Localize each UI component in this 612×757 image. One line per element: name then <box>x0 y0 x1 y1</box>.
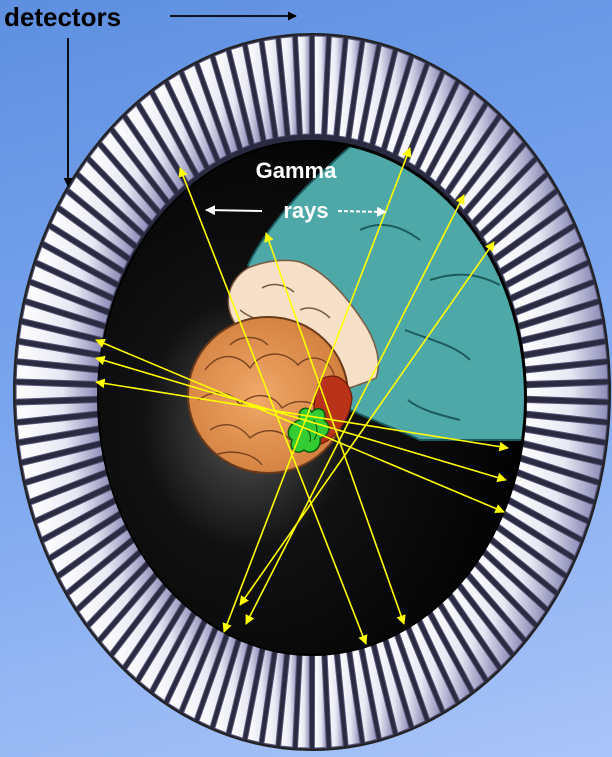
detector-segment <box>68 176 142 245</box>
detector-segment <box>519 303 603 339</box>
detector-segment <box>30 264 113 310</box>
detector-segment <box>326 36 344 136</box>
detector-segment <box>36 245 117 297</box>
detector-segment <box>374 50 410 149</box>
gamma-rays-label-line1: Gamma <box>256 158 337 183</box>
detector-segment <box>501 227 581 283</box>
detector-segment <box>296 35 311 135</box>
detector-segment <box>439 104 499 192</box>
detector-segment <box>474 160 546 233</box>
detector-segment <box>507 245 588 297</box>
gamma-rays-left-arrow <box>205 205 263 216</box>
detectors-label-group: detectors <box>4 2 297 187</box>
detectors-label: detectors <box>4 2 121 32</box>
detector-segment <box>89 145 158 222</box>
detector-segment <box>50 209 129 270</box>
detector-segment <box>280 36 298 136</box>
detector-segment <box>263 38 286 138</box>
gamma-rays-label-line2: rays <box>283 198 328 223</box>
detector-segment <box>167 73 216 167</box>
detector-segment <box>511 264 594 310</box>
gamma-rays-right-arrow <box>337 206 387 217</box>
detector-segment <box>100 130 167 211</box>
detector-segment <box>21 303 105 339</box>
detector-segment <box>313 35 328 135</box>
detector-segment <box>408 73 457 167</box>
gamma-rays-label-group: Gamma rays <box>205 158 387 223</box>
detector-segment <box>43 227 123 283</box>
detector-segment <box>515 284 599 325</box>
detector-segment <box>495 209 574 270</box>
detector-segment <box>362 45 394 145</box>
detector-segment <box>418 82 471 175</box>
detector-segment <box>466 145 535 222</box>
detector-segment <box>230 45 262 145</box>
detector-segment <box>15 384 99 400</box>
detector-segment <box>59 192 135 257</box>
detector-segment <box>525 384 609 400</box>
gamma-ray-arrow-icon <box>264 232 406 625</box>
detector-segment <box>78 160 150 233</box>
detector-segment <box>338 38 361 138</box>
detector-segment <box>112 117 176 201</box>
detector-segment <box>25 284 109 325</box>
detector-segment <box>350 41 378 141</box>
detector-segment <box>246 41 274 141</box>
detector-segment <box>214 50 250 149</box>
gamma-ray-arrows <box>95 147 509 645</box>
detector-segment <box>429 93 485 183</box>
